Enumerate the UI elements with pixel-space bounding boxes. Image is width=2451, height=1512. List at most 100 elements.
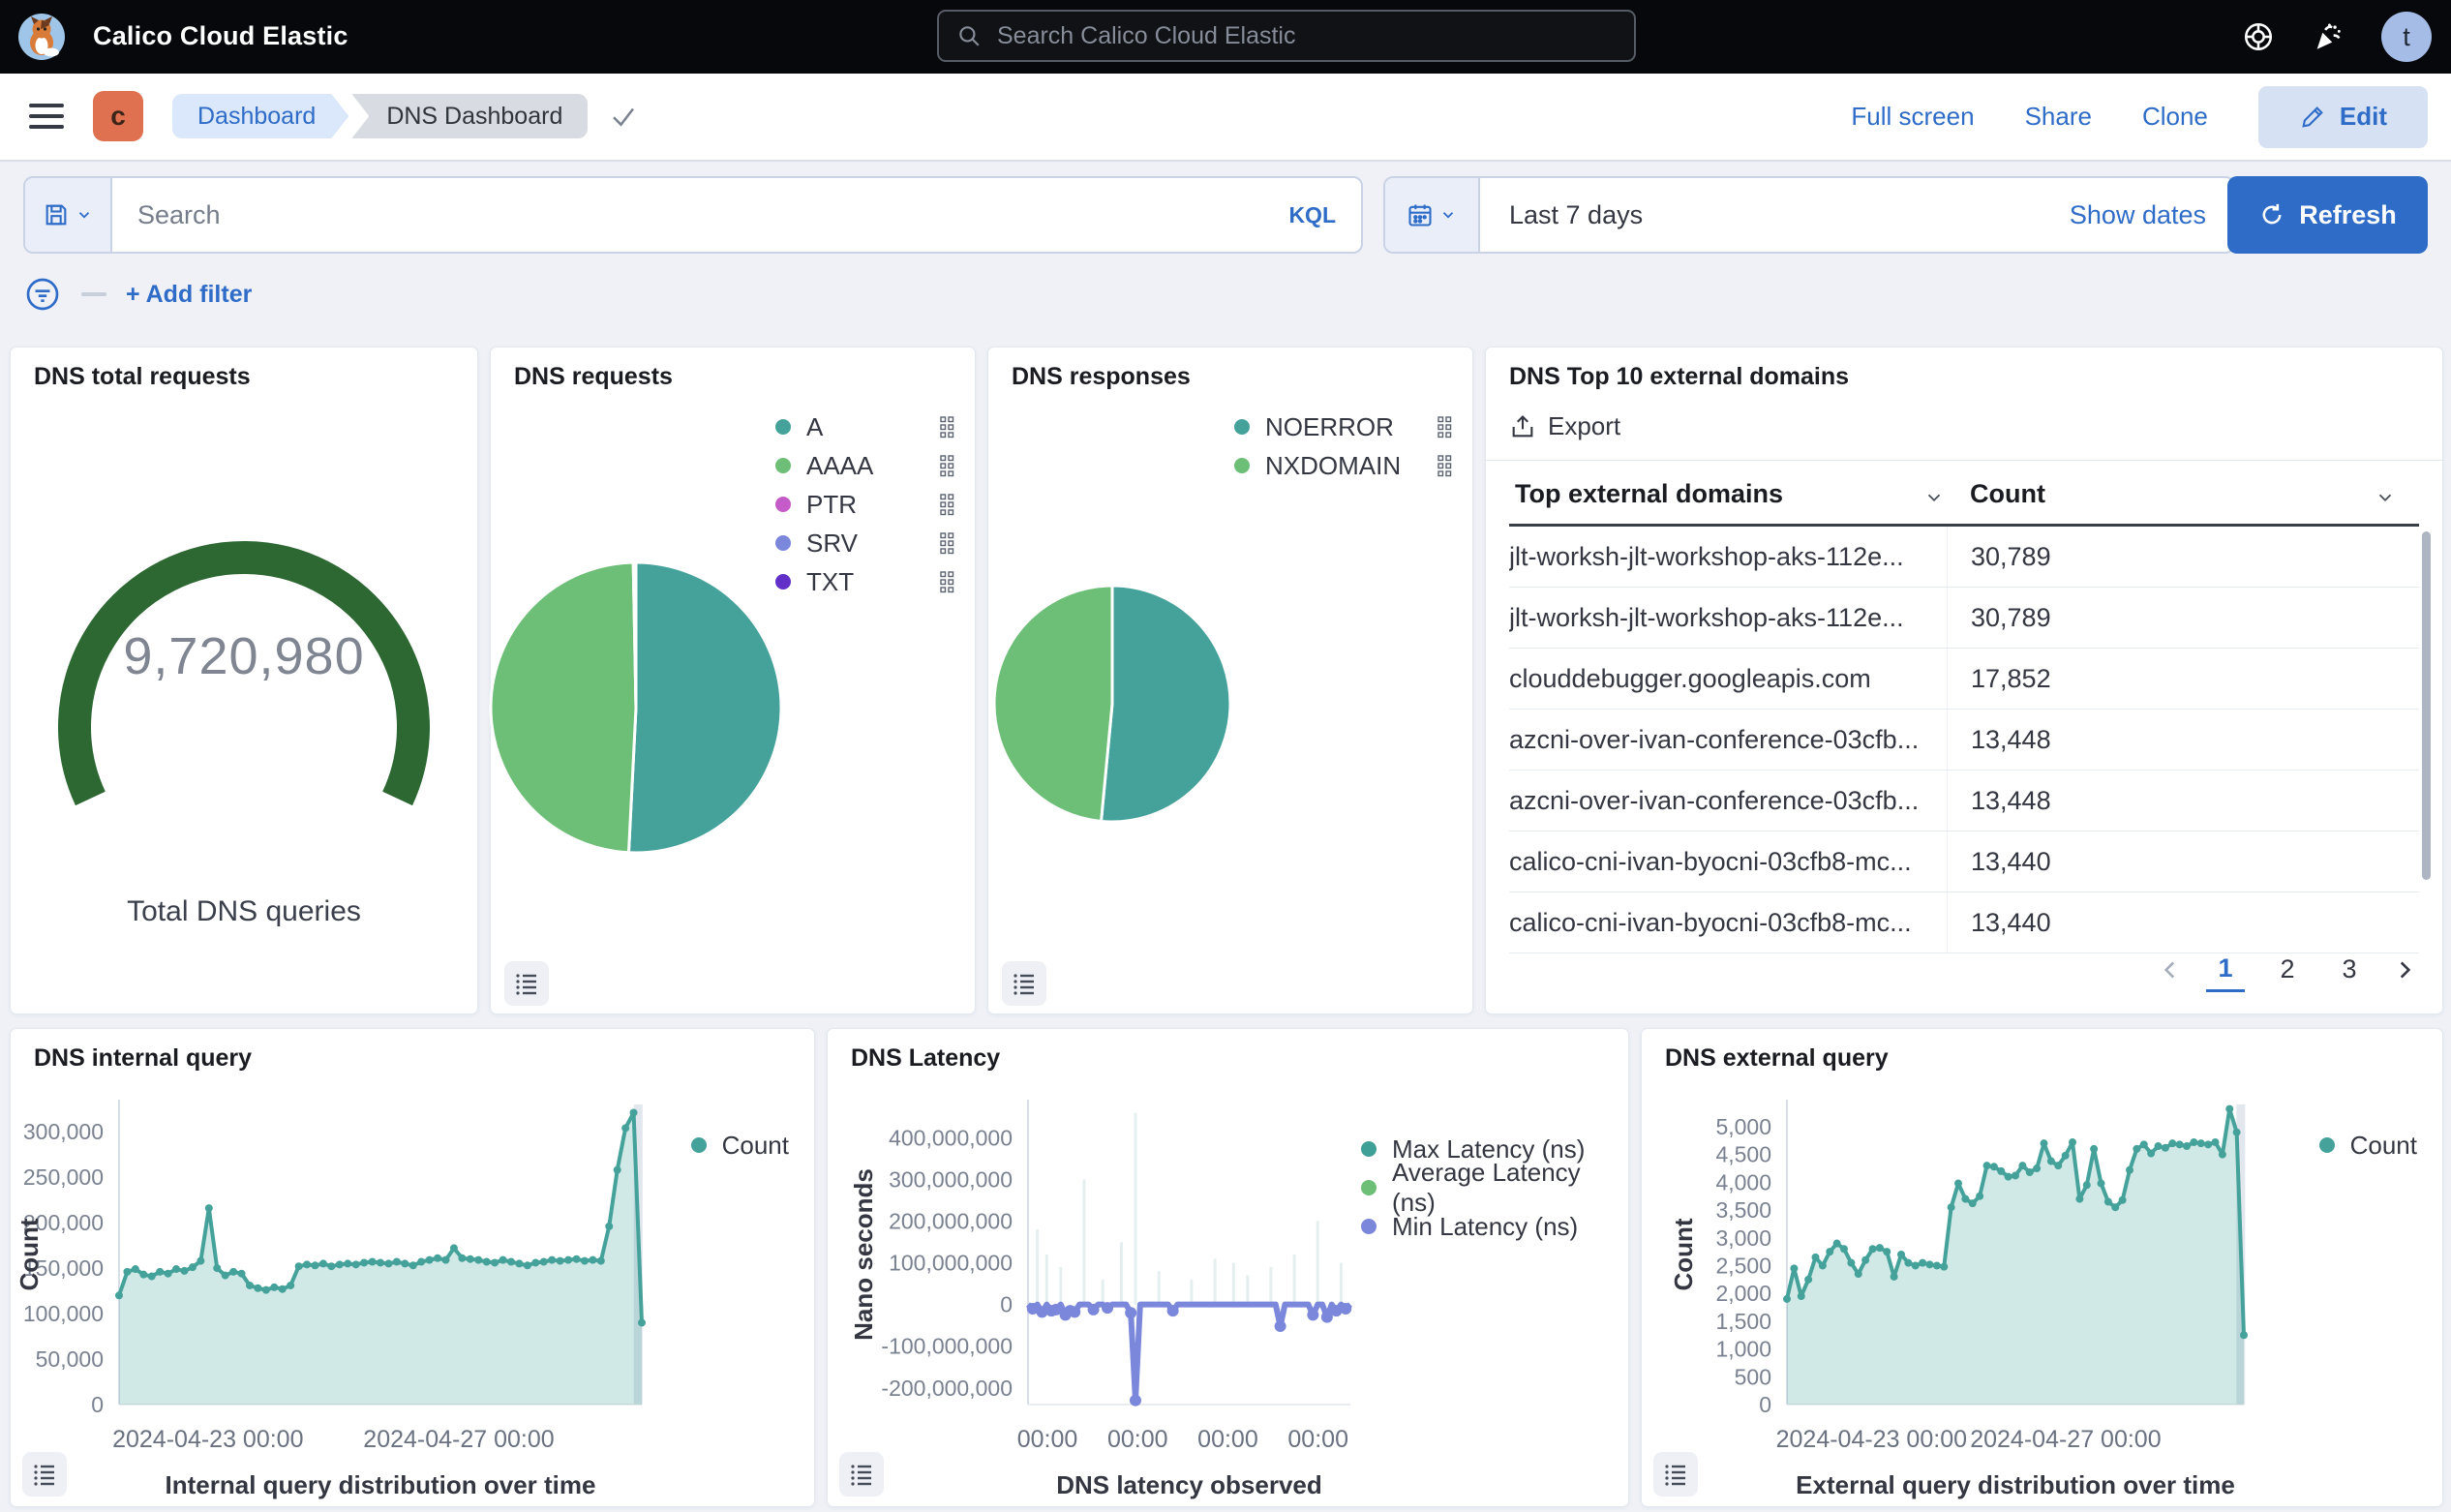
table-row[interactable]: azcni-over-ivan-conference-03cfb...13,44… xyxy=(1509,771,2419,832)
kql-search-input[interactable] xyxy=(112,200,1263,230)
share-link[interactable]: Share xyxy=(2025,102,2092,132)
list-icon xyxy=(31,1461,58,1488)
filter-divider xyxy=(81,292,106,296)
legend-item-ptr[interactable]: PTR xyxy=(775,485,955,524)
legend-item-min-latency-ns-[interactable]: Min Latency (ns) xyxy=(1361,1207,1609,1246)
legend-item-txt[interactable]: TXT xyxy=(775,562,955,601)
panel-title: DNS total requests xyxy=(34,363,251,391)
pagination-page-2[interactable]: 2 xyxy=(2268,949,2307,991)
svg-text:2024-04-23 00:00: 2024-04-23 00:00 xyxy=(112,1426,303,1453)
menu-hamburger-icon[interactable] xyxy=(29,99,64,134)
pie-slice-NOERROR[interactable] xyxy=(1102,586,1230,822)
legend-actions-icon[interactable] xyxy=(940,415,955,438)
legend-item-average-latency-ns-[interactable]: Average Latency (ns) xyxy=(1361,1168,1609,1207)
pie-slice-A[interactable] xyxy=(628,562,781,853)
legend-item-count[interactable]: Count xyxy=(691,1126,789,1164)
legend-actions-icon[interactable] xyxy=(940,570,955,593)
export-label: Export xyxy=(1548,411,1620,441)
search-icon xyxy=(956,23,982,48)
legend-toggle-button[interactable] xyxy=(1002,961,1046,1006)
legend-item-aaaa[interactable]: AAAA xyxy=(775,446,955,485)
query-bar: KQL Last 7 days Show dates Refresh xyxy=(23,176,2428,254)
svg-text:Count: Count xyxy=(15,1218,44,1290)
pagination-prev-icon[interactable] xyxy=(2158,957,2183,983)
legend-item-count[interactable]: Count xyxy=(2319,1126,2417,1164)
legend-actions-icon[interactable] xyxy=(940,493,955,516)
legend-toggle-button[interactable] xyxy=(22,1452,67,1497)
filter-icon[interactable] xyxy=(23,275,62,314)
svg-text:3,500: 3,500 xyxy=(1715,1197,1771,1223)
legend-toggle-button[interactable] xyxy=(1653,1452,1698,1497)
legend-actions-icon[interactable] xyxy=(1437,454,1453,477)
breadcrumb-dashboard[interactable]: Dashboard xyxy=(172,94,348,138)
panel-title: DNS internal query xyxy=(34,1044,252,1073)
legend-item-noerror[interactable]: NOERROR xyxy=(1234,408,1453,446)
pagination-page-3[interactable]: 3 xyxy=(2330,949,2369,991)
table-row[interactable]: azcni-over-ivan-conference-03cfb...13,44… xyxy=(1509,710,2419,771)
svg-text:0: 0 xyxy=(1759,1392,1771,1417)
news-party-popper-icon[interactable] xyxy=(2312,20,2345,53)
table-row[interactable]: jlt-worksh-jlt-workshop-aks-112e...30,78… xyxy=(1509,588,2419,649)
pagination-next-icon[interactable] xyxy=(2392,957,2417,983)
table-row[interactable]: jlt-worksh-jlt-workshop-aks-112e...30,78… xyxy=(1509,527,2419,588)
cell-count: 30,789 xyxy=(1947,588,2051,648)
legend-actions-icon[interactable] xyxy=(1437,415,1453,438)
date-quick-menu-button[interactable] xyxy=(1385,178,1480,252)
pagination-page-1[interactable]: 1 xyxy=(2206,947,2245,992)
dns-responses-pie-chart[interactable] xyxy=(986,578,1238,830)
svg-text:4,000: 4,000 xyxy=(1715,1169,1771,1194)
legend-item-srv[interactable]: SRV xyxy=(775,524,955,562)
dns-requests-pie-chart[interactable] xyxy=(481,553,791,862)
table-row[interactable]: calico-cni-ivan-byocni-03cfb8-mc...13,44… xyxy=(1509,832,2419,892)
legend-item-nxdomain[interactable]: NXDOMAIN xyxy=(1234,446,1453,485)
svg-text:00:00: 00:00 xyxy=(1197,1426,1258,1453)
user-avatar[interactable]: t xyxy=(2381,12,2432,62)
add-filter-link[interactable]: + Add filter xyxy=(126,281,252,309)
column-header-count[interactable]: Count xyxy=(1970,479,2045,509)
edit-button[interactable]: Edit xyxy=(2258,86,2428,148)
cell-domain: clouddebugger.googleapis.com xyxy=(1509,664,1947,694)
full-screen-link[interactable]: Full screen xyxy=(1851,102,1974,132)
legend-toggle-button[interactable] xyxy=(504,961,549,1006)
export-button[interactable]: Export xyxy=(1509,411,1620,441)
panel-title: DNS Latency xyxy=(851,1044,1000,1073)
legend-dot xyxy=(775,497,791,512)
table-row[interactable]: clouddebugger.googleapis.com17,852 xyxy=(1509,649,2419,710)
table-row[interactable]: calico-cni-ivan-byocni-03cfb8-mc...13,44… xyxy=(1509,892,2419,953)
svg-text:2,500: 2,500 xyxy=(1715,1253,1771,1278)
legend-actions-icon[interactable] xyxy=(940,454,955,477)
show-dates-link[interactable]: Show dates xyxy=(2070,200,2233,230)
topbar-actions: t xyxy=(2242,0,2432,74)
saved-query-menu-button[interactable] xyxy=(25,178,112,252)
list-icon xyxy=(1011,970,1038,997)
space-badge[interactable]: c xyxy=(93,91,143,141)
panel-dns-external-query: DNS external query 05001,0001,5002,0002,… xyxy=(1641,1028,2443,1507)
export-icon xyxy=(1509,413,1536,440)
panel-dns-requests: DNS requests AAAAAPTRSRVTXT xyxy=(490,347,976,1014)
refresh-button[interactable]: Refresh xyxy=(2227,176,2428,254)
cell-count: 13,448 xyxy=(1947,771,2051,831)
svg-text:Count: Count xyxy=(1669,1218,1698,1290)
clone-link[interactable]: Clone xyxy=(2142,102,2208,132)
space-letter: c xyxy=(110,101,126,132)
pie-slice-AAAA[interactable] xyxy=(491,562,636,853)
global-search[interactable] xyxy=(937,10,1636,62)
chevron-down-icon[interactable] xyxy=(1923,487,1945,508)
help-icon[interactable] xyxy=(2242,20,2275,53)
check-icon[interactable] xyxy=(609,102,638,131)
column-header-domains[interactable]: Top external domains xyxy=(1515,479,1783,509)
svg-text:0: 0 xyxy=(1000,1292,1013,1317)
global-search-input[interactable] xyxy=(995,21,1599,51)
legend-item-a[interactable]: A xyxy=(775,408,955,446)
chevron-down-icon[interactable] xyxy=(2375,487,2396,508)
legend-dot xyxy=(775,458,791,473)
legend-toggle-button[interactable] xyxy=(839,1452,884,1497)
panel-dns-latency: DNS Latency 400,000,000300,000,000200,00… xyxy=(827,1028,1629,1507)
pie-slice-NXDOMAIN[interactable] xyxy=(994,586,1112,821)
legend-actions-icon[interactable] xyxy=(940,531,955,555)
kql-language-button[interactable]: KQL xyxy=(1263,202,1361,228)
cell-domain: azcni-over-ivan-conference-03cfb... xyxy=(1509,786,1947,816)
table-scrollbar[interactable] xyxy=(2422,531,2431,880)
calico-logo[interactable] xyxy=(17,13,66,61)
time-range-value[interactable]: Last 7 days xyxy=(1480,200,2070,230)
